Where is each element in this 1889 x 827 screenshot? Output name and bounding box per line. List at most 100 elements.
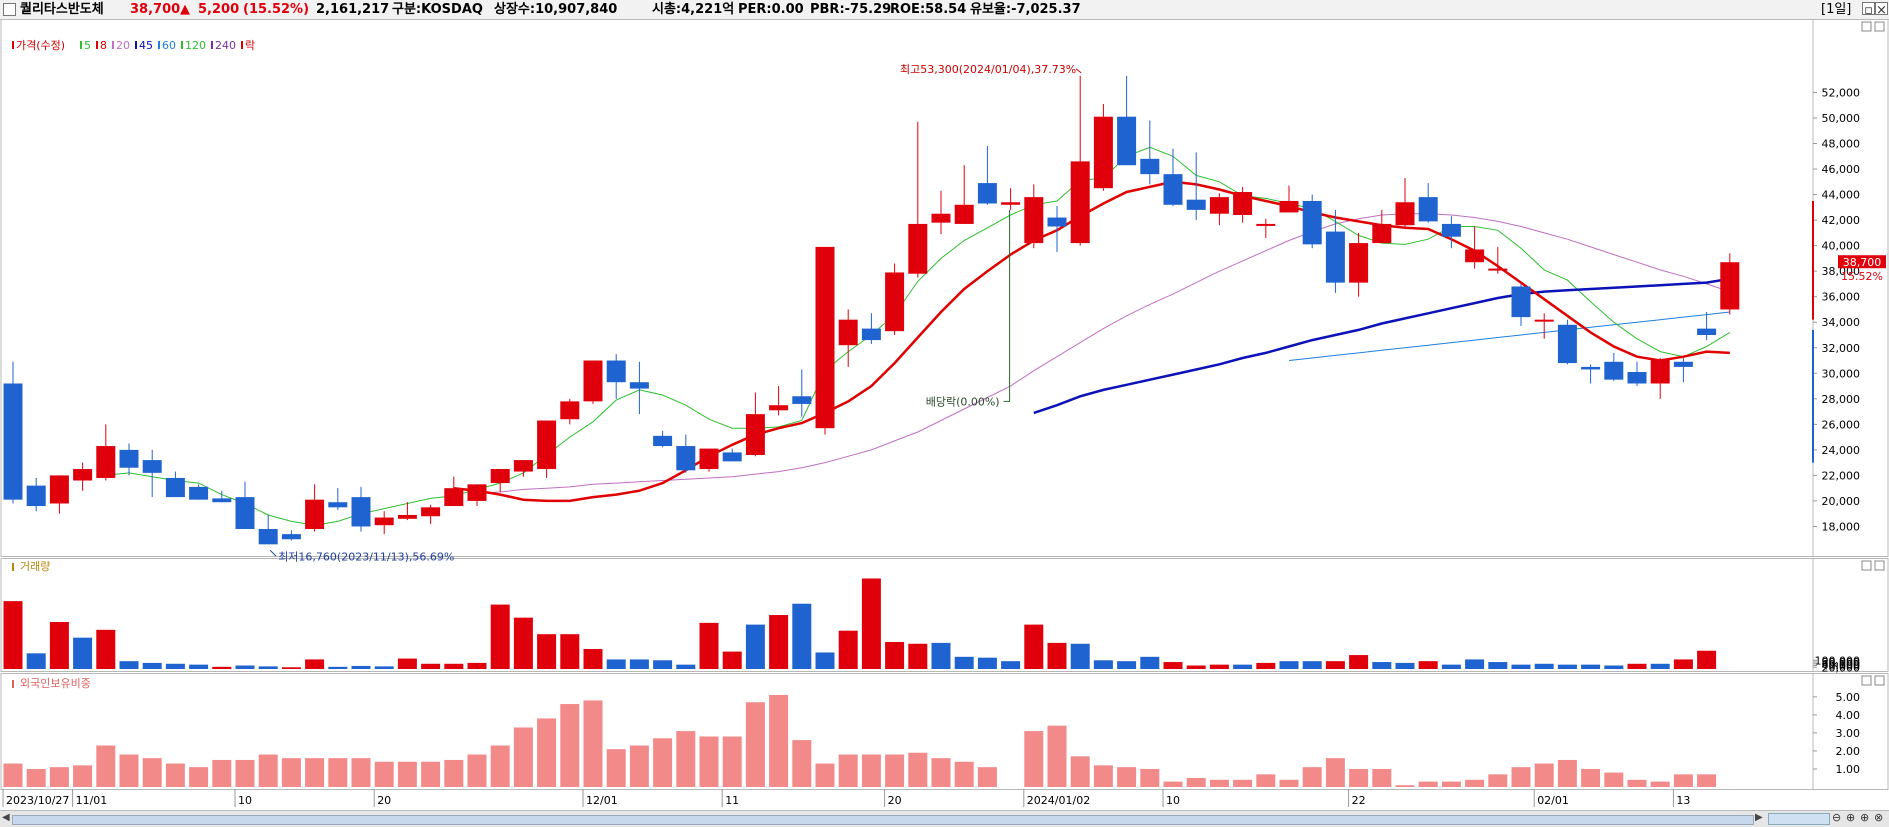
candle	[1001, 202, 1021, 205]
candle	[1093, 116, 1113, 189]
candle	[954, 204, 974, 224]
foreign-bar	[1279, 779, 1299, 787]
zoom-reset-icon[interactable]: ⊕	[1860, 811, 1870, 824]
candle	[235, 497, 255, 530]
volume-bar	[26, 653, 46, 669]
scroll-right-icon[interactable]: ▶	[1755, 812, 1763, 823]
x-tick-label: 22	[1352, 794, 1366, 807]
x-tick-label: 20	[888, 794, 902, 807]
market-cap: 시총:4,221억	[652, 2, 735, 17]
x-tick-label: 13	[1676, 794, 1690, 807]
pbr-value: PBR:-75.29	[810, 2, 892, 17]
candle	[467, 484, 487, 501]
legend-item: 락	[245, 39, 255, 52]
y-tick-label: 44,000	[1822, 189, 1861, 202]
candle	[96, 446, 116, 478]
volume-bar	[1256, 662, 1276, 669]
candle	[699, 448, 719, 470]
period-button[interactable]: [1일]	[1821, 2, 1852, 17]
foreign-bar	[1163, 781, 1183, 787]
volume-bar	[792, 603, 812, 669]
foreign-bar	[351, 758, 371, 787]
legend-swatch	[12, 680, 14, 688]
volume-bar	[351, 665, 371, 669]
foreign-bar	[235, 759, 255, 787]
candle	[119, 449, 139, 468]
high-arrow-icon	[1075, 68, 1082, 74]
foreign-bar	[1325, 758, 1345, 787]
candle	[653, 435, 673, 447]
volume-bar	[467, 662, 487, 669]
foreign-bar	[745, 702, 765, 787]
panel-close-icon	[1874, 560, 1885, 571]
y-tick-label: 38,000	[1822, 265, 1861, 278]
volume-bar	[560, 634, 580, 669]
foreign-bar	[1233, 779, 1253, 787]
candle	[1279, 200, 1299, 213]
candle	[1697, 328, 1717, 335]
candle	[1349, 243, 1369, 283]
legend-item: 45	[139, 39, 153, 52]
foreign-bar	[1627, 779, 1647, 787]
x-tick-label: 20	[377, 794, 391, 807]
legend-swatch	[181, 41, 183, 49]
stock-chart[interactable]: 18,000 20,000 22,000 24,000 26,000 28,000 30,0…	[0, 19, 1889, 810]
candle	[1395, 202, 1415, 226]
candle	[1325, 231, 1345, 283]
candle	[1302, 200, 1322, 245]
volume-bar	[1627, 663, 1647, 669]
foreign-bar	[954, 761, 974, 787]
horizontal-scrollbar[interactable]	[12, 815, 1754, 825]
checkbox-icon[interactable]	[3, 3, 16, 16]
candle	[537, 420, 557, 470]
candle	[281, 534, 301, 540]
volume-unit: ×100	[1830, 658, 1860, 671]
legend-swatch	[211, 41, 213, 49]
footer-scrollbar[interactable]: ◀ ▶ ⊖ ⊕ ⊕ ⊗	[0, 810, 1889, 827]
zoom-slider[interactable]	[1768, 813, 1830, 825]
minimize-icon[interactable]: ▫	[1862, 2, 1875, 18]
y-tick-label: 20,000	[1822, 495, 1861, 508]
foreign-bar	[26, 768, 46, 787]
candle	[629, 382, 649, 389]
legend-swatch	[80, 41, 82, 49]
volume-bar	[1070, 643, 1090, 669]
x-tick-label: 11	[725, 794, 739, 807]
legend-swatch	[112, 41, 114, 49]
scroll-left-icon[interactable]: ◀	[2, 812, 10, 823]
candle	[908, 223, 928, 274]
volume-bar	[537, 634, 557, 669]
foreign-bar	[1604, 772, 1624, 787]
legend-swatch	[241, 41, 243, 49]
per-value: PER:0.00	[738, 2, 804, 17]
candle	[1186, 199, 1206, 210]
foreign-bar	[328, 758, 348, 787]
volume-bar	[1581, 664, 1601, 669]
volume-bar	[1047, 642, 1067, 669]
volume-bar	[1001, 661, 1021, 669]
foreign-bar	[258, 754, 278, 787]
volume-bar	[1465, 659, 1485, 669]
zoom-fit-icon[interactable]: ⊗	[1874, 811, 1884, 824]
zoom-out-icon[interactable]: ⊖	[1832, 811, 1842, 824]
volume-bar	[1024, 624, 1044, 669]
volume-bar	[1418, 661, 1438, 669]
candle	[1650, 359, 1670, 384]
roe-value: ROE:58.54	[890, 2, 967, 17]
y-tick-label: 60,000	[1822, 658, 1861, 671]
dividend-annotation: 배당락(0.00%)	[926, 395, 1000, 408]
candle	[513, 460, 533, 472]
candle	[1163, 174, 1183, 205]
volume-bar	[722, 651, 742, 669]
candle	[1070, 161, 1090, 244]
zoom-in-icon[interactable]: ⊕	[1846, 811, 1856, 824]
volume-bar	[954, 656, 974, 669]
legend-item: 240	[215, 39, 236, 52]
candle	[397, 514, 417, 519]
close-icon[interactable]: ×	[1875, 2, 1888, 18]
y-tick-label: 28,000	[1822, 393, 1861, 406]
price-tag-label: 38,700	[1843, 256, 1882, 269]
candle	[374, 517, 394, 526]
y-tick-label: 46,000	[1822, 163, 1861, 176]
foreign-bar	[142, 758, 162, 787]
